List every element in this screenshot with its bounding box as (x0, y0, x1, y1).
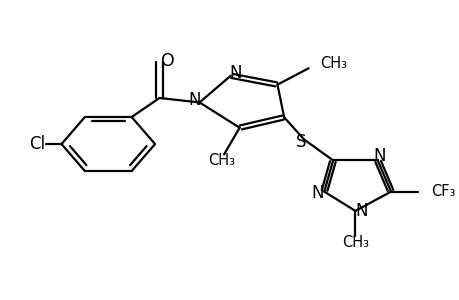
Text: CH₃: CH₃ (319, 56, 346, 71)
Text: N: N (311, 184, 323, 202)
Text: O: O (160, 52, 174, 70)
Text: CF₃: CF₃ (430, 184, 454, 199)
Text: S: S (295, 133, 305, 151)
Text: N: N (355, 202, 368, 220)
Text: CH₃: CH₃ (208, 153, 235, 168)
Text: N: N (229, 64, 241, 82)
Text: Cl: Cl (29, 135, 45, 153)
Text: N: N (373, 147, 385, 165)
Text: CH₃: CH₃ (341, 235, 368, 250)
Text: N: N (188, 91, 200, 109)
